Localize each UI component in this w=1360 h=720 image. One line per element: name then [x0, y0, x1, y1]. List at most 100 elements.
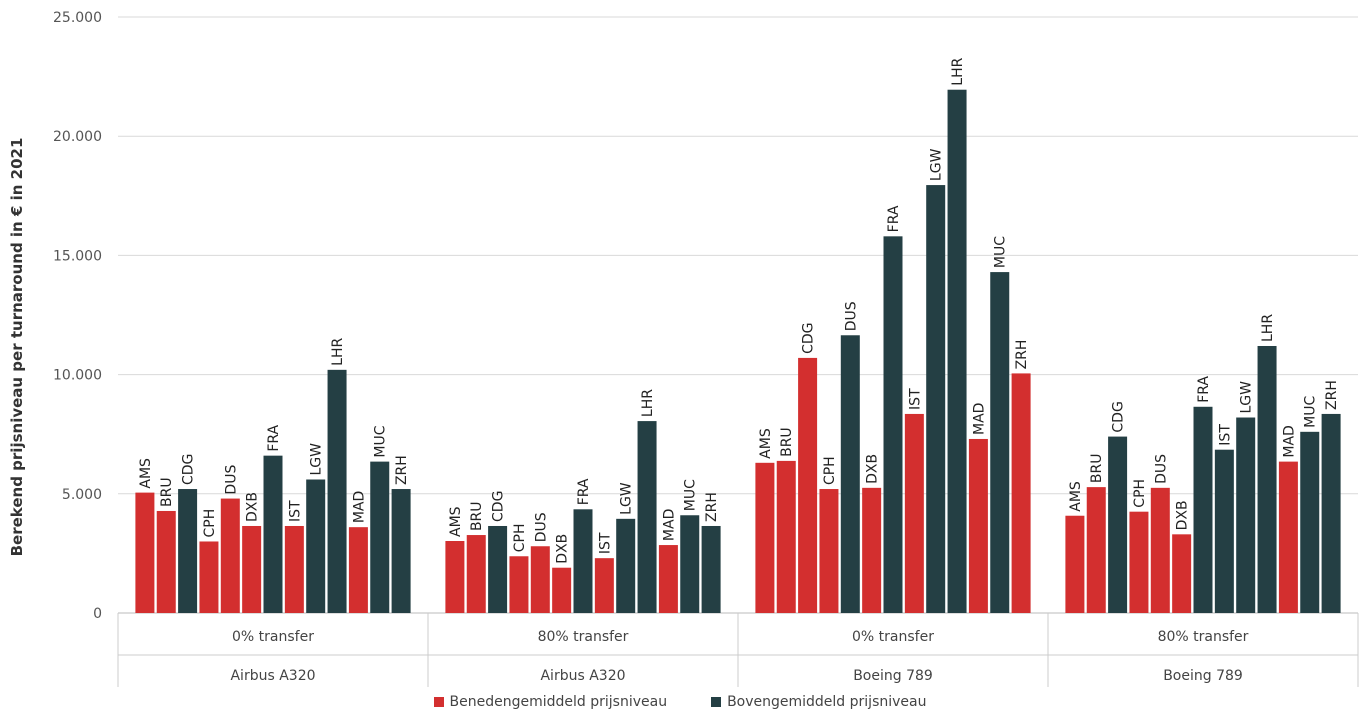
bar-label: DXB: [555, 534, 571, 564]
bar-label: CPH: [1132, 479, 1148, 508]
bar-dxb: [552, 567, 572, 613]
bar-lhr: [947, 89, 967, 614]
bar-label: LHR: [330, 338, 346, 366]
bar-cdg: [1108, 436, 1128, 613]
bar-ist: [284, 525, 304, 613]
bar-bru: [466, 535, 486, 613]
legend-label-above: Bovengemiddeld prijsniveau: [727, 694, 927, 710]
bar-label: BRU: [779, 427, 795, 457]
bar-lgw: [616, 518, 636, 613]
bar-dxb: [242, 525, 262, 613]
bar-ams: [1065, 515, 1085, 613]
bar-cdg: [798, 357, 818, 613]
y-tick-label: 0: [93, 606, 102, 622]
bar-bru: [1086, 487, 1106, 613]
bar-label: DXB: [865, 454, 881, 484]
bar-muc: [370, 461, 390, 613]
bar-cdg: [488, 525, 508, 613]
bar-lgw: [1236, 417, 1256, 613]
bar-bru: [156, 510, 176, 613]
bar-label: LGW: [929, 148, 945, 181]
bar-lhr: [1257, 345, 1277, 613]
gridlines: [118, 16, 1358, 614]
y-axis-ticks: 0 5.000 10.000 15.000 20.000 25.000: [53, 10, 102, 622]
bar-label: BRU: [159, 477, 175, 507]
bar-zrh: [391, 489, 411, 613]
y-tick-label: 10.000: [53, 368, 102, 384]
y-tick-label: 25.000: [53, 10, 102, 26]
bar-label: DXB: [245, 492, 261, 522]
bar-label: CPH: [202, 509, 218, 538]
category-aircraft-label: Airbus A320: [540, 668, 625, 684]
bar-label: CDG: [181, 454, 197, 485]
bar-ams: [445, 541, 465, 613]
bar-label: ZRH: [1014, 340, 1030, 370]
bar-label: FRA: [576, 478, 592, 505]
bar-label: LHR: [640, 389, 656, 417]
bar-label: MAD: [971, 403, 987, 435]
bar-cdg: [178, 489, 198, 613]
category-aircraft-label: Airbus A320: [230, 668, 315, 684]
bar-label: IST: [907, 388, 923, 410]
bar-label: CPH: [822, 456, 838, 485]
category-scenario-label: 80% transfer: [1158, 629, 1249, 645]
bar-lhr: [637, 421, 657, 613]
bar-cph: [199, 541, 219, 613]
bar-label: DXB: [1175, 500, 1191, 530]
bar-label: AMS: [138, 458, 154, 489]
bar-zrh: [1321, 413, 1341, 613]
bar-label: FRA: [1196, 376, 1212, 403]
bar-dxb: [1172, 534, 1192, 613]
bar-label: CDG: [801, 323, 817, 354]
bar-label: MUC: [373, 425, 389, 457]
bar-label: ZRH: [1324, 380, 1340, 410]
bar-lgw: [926, 185, 946, 613]
bar-ams: [755, 462, 775, 613]
bar-label: LHR: [1260, 314, 1276, 342]
bar-label: CDG: [1111, 401, 1127, 432]
bar-label: MUC: [1303, 395, 1319, 427]
bar-mad: [968, 438, 988, 613]
bar-label: LGW: [1239, 381, 1255, 414]
bar-muc: [990, 272, 1010, 613]
bar-label: AMS: [448, 506, 464, 537]
bar-label: IST: [597, 532, 613, 554]
bar-bru: [776, 460, 796, 613]
bar-label: LHR: [950, 57, 966, 85]
bar-cph: [819, 489, 839, 613]
bar-ist: [904, 413, 924, 613]
legend-swatch-above: [711, 697, 722, 707]
bar-label: BRU: [469, 501, 485, 531]
bar-label: LGW: [619, 482, 635, 515]
bar-fra: [883, 236, 903, 613]
category-scenario-label: 80% transfer: [538, 629, 629, 645]
category-aircraft-label: Boeing 789: [1163, 668, 1243, 684]
bar-label: FRA: [266, 424, 282, 451]
bar-label: DUS: [1153, 454, 1169, 484]
bar-label: ZRH: [394, 455, 410, 485]
bar-label: CDG: [491, 491, 507, 522]
bar-muc: [1300, 431, 1320, 613]
category-scenario-label: 0% transfer: [232, 629, 314, 645]
bar-label: DUS: [843, 301, 859, 331]
bar-mad: [348, 527, 368, 613]
bar-label: MAD: [661, 509, 677, 541]
bar-muc: [680, 515, 700, 613]
legend-swatch-below: [433, 697, 444, 707]
bar-fra: [263, 455, 283, 613]
x-axis-categories: 0% transfer Airbus A320 80% transfer Airbus…: [117, 613, 1359, 687]
bar-dus: [1150, 487, 1170, 613]
bar-fra: [573, 509, 593, 613]
bar-label: MUC: [993, 236, 1009, 268]
bar-label: MAD: [1281, 425, 1297, 457]
bar-dus: [220, 498, 240, 613]
y-tick-label: 15.000: [53, 248, 102, 264]
bar-fra: [1193, 406, 1213, 613]
legend-label-below: Benedengemiddeld prijsniveau: [449, 694, 668, 710]
bar-zrh: [1011, 373, 1031, 613]
bar-label: CPH: [512, 524, 528, 553]
bar-label: ZRH: [704, 492, 720, 522]
bar-mad: [1278, 461, 1298, 613]
bar-label: AMS: [758, 428, 774, 459]
bar-dxb: [862, 487, 882, 613]
